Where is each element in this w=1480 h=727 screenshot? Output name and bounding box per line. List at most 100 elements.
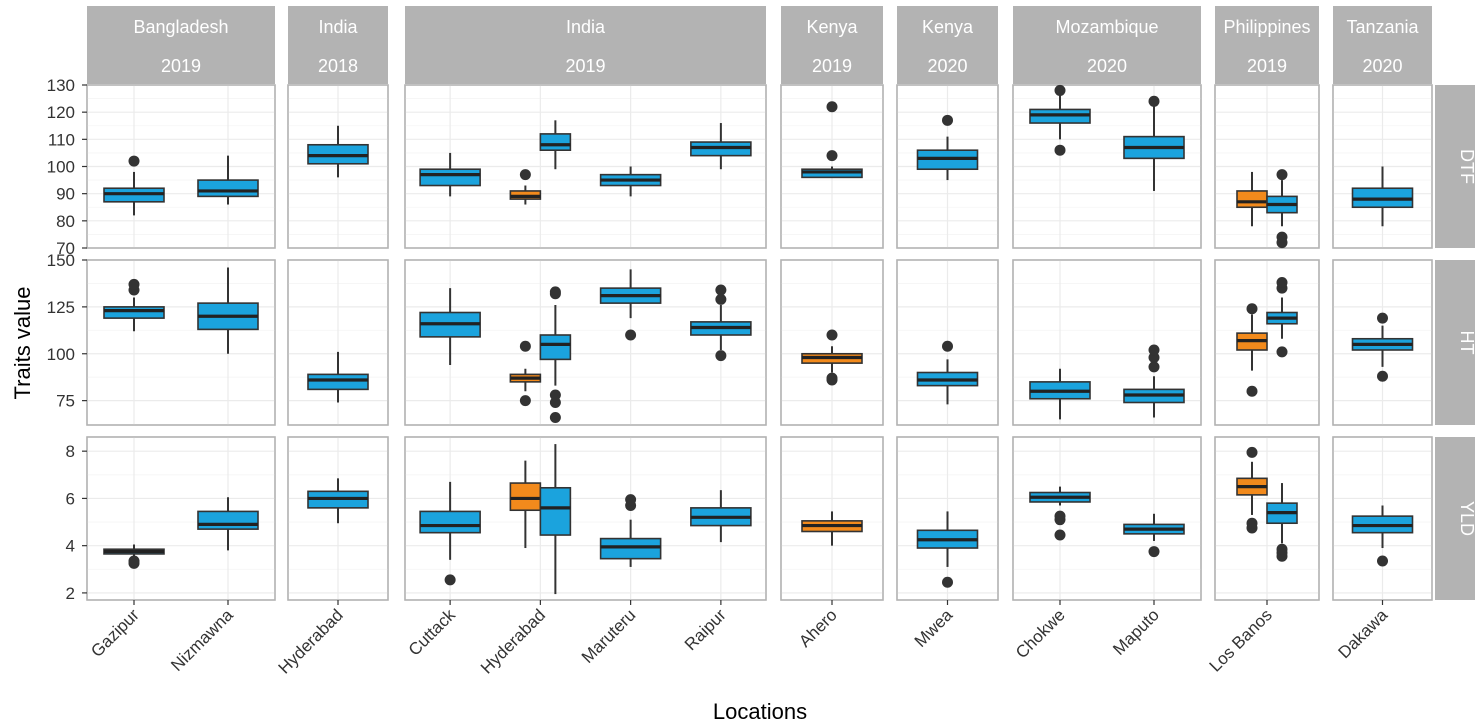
x-tick-label: Cuttack xyxy=(405,605,460,660)
panel-border xyxy=(780,259,884,426)
boxplot-group xyxy=(1266,483,1298,562)
x-tick-label: Maruteru xyxy=(578,605,640,667)
strip-country-label: Kenya xyxy=(806,17,858,37)
boxplot-group xyxy=(509,340,542,407)
strip-year-label: 2020 xyxy=(1362,56,1402,76)
panel-background xyxy=(1012,436,1202,601)
boxplot-group xyxy=(916,114,979,181)
panel-border xyxy=(780,84,884,249)
boxplot-group xyxy=(197,497,259,551)
outlier-point xyxy=(1148,361,1160,373)
panel-border xyxy=(1012,84,1202,249)
panel-background xyxy=(86,259,276,426)
y-tick-label: 100 xyxy=(47,158,75,177)
row-strip xyxy=(1435,260,1475,425)
panel-border xyxy=(86,259,276,426)
outlier-point xyxy=(549,389,561,401)
row-strip-label: YLD xyxy=(1457,501,1477,536)
strip-country-label: Tanzania xyxy=(1346,17,1419,37)
boxplot-group xyxy=(1236,446,1268,534)
outlier-point xyxy=(1246,517,1258,529)
row-strip-label: HT xyxy=(1457,331,1477,355)
outlier-point xyxy=(519,395,531,407)
outlier-point xyxy=(1246,303,1258,315)
panel-border xyxy=(896,84,999,249)
column-strip xyxy=(405,6,766,84)
strip-year-label: 2019 xyxy=(1247,56,1287,76)
outlier-point xyxy=(1377,555,1388,567)
boxplot-group xyxy=(509,460,542,549)
outlier-point xyxy=(1276,277,1288,288)
boxplot-group xyxy=(419,481,481,586)
boxplot-group xyxy=(801,101,863,179)
outlier-point xyxy=(1054,144,1066,156)
y-tick-label: 125 xyxy=(47,298,75,317)
outlier-point xyxy=(519,340,531,352)
boxplot-group xyxy=(419,152,481,197)
strip-year-label: 2019 xyxy=(812,56,852,76)
strip-country-label: Bangladesh xyxy=(133,17,228,37)
strip-country-label: India xyxy=(566,17,606,37)
boxplot-group xyxy=(509,169,542,205)
boxplot-group xyxy=(103,278,165,332)
mark-layer xyxy=(103,84,1414,595)
outlier-point xyxy=(1148,344,1160,356)
outlier-point xyxy=(1148,546,1160,558)
boxplot-group xyxy=(103,544,165,569)
boxplot-group xyxy=(1236,303,1268,397)
column-strip xyxy=(1215,6,1319,84)
panel-border xyxy=(404,259,767,426)
box-body xyxy=(307,373,369,391)
boxplot-group xyxy=(690,123,752,170)
outlier-point xyxy=(1276,346,1288,358)
y-tick-label: 100 xyxy=(47,345,75,364)
strip-country-label: Mozambique xyxy=(1055,17,1158,37)
y-tick-label: 120 xyxy=(47,103,75,122)
box-body xyxy=(103,306,165,319)
outlier-point xyxy=(1148,95,1160,107)
outlier-point xyxy=(1054,529,1066,541)
boxplot-group xyxy=(1351,166,1414,227)
box-body xyxy=(419,168,481,187)
box-body xyxy=(509,482,542,512)
y-tick-label: 2 xyxy=(66,584,75,603)
outlier-point xyxy=(128,155,140,167)
y-tick-label: 150 xyxy=(47,251,75,270)
boxplot-group xyxy=(599,494,662,567)
box-body xyxy=(539,486,572,536)
boxplot-group xyxy=(1123,344,1185,418)
box-body xyxy=(1236,190,1268,209)
outlier-point xyxy=(1054,84,1066,96)
outlier-point xyxy=(942,576,953,588)
column-strip xyxy=(897,6,998,84)
boxplot-group xyxy=(539,444,572,595)
boxplot-group xyxy=(1029,486,1091,541)
outlier-point xyxy=(715,284,727,296)
boxplot-group xyxy=(539,286,572,423)
outlier-point xyxy=(549,412,561,423)
panel-border xyxy=(404,84,767,249)
outlier-point xyxy=(128,555,140,567)
boxplot-group xyxy=(1123,95,1185,191)
x-tick-label: Mwea xyxy=(911,605,957,651)
boxplot-group xyxy=(690,490,752,543)
x-tick-label: Raipur xyxy=(681,605,730,654)
outlier-point xyxy=(826,329,838,341)
panel-border xyxy=(287,84,389,249)
row-strip xyxy=(1435,437,1475,600)
y-tick-label: 80 xyxy=(56,212,75,231)
strip-country-label: India xyxy=(318,17,358,37)
row-strip-label: DTF xyxy=(1457,149,1477,184)
boxplot-group xyxy=(1351,312,1414,382)
x-tick-label: Hyderabad xyxy=(275,605,347,677)
outlier-point xyxy=(128,278,140,290)
boxplot-group xyxy=(1266,277,1298,358)
boxplot-group xyxy=(690,284,752,362)
panel-border xyxy=(1012,259,1202,426)
boxplot-group xyxy=(599,166,662,197)
boxplot-group xyxy=(801,329,863,386)
x-tick-label: Hyderabad xyxy=(477,605,549,677)
outlier-point xyxy=(826,150,838,162)
column-strip xyxy=(288,6,388,84)
